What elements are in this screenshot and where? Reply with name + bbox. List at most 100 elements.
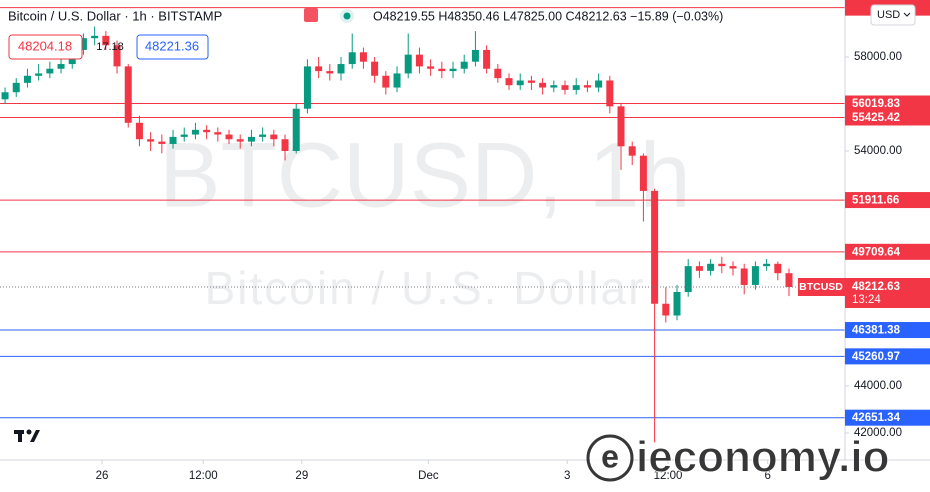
candle-body [550, 85, 558, 88]
brand-logo: e ieconomy.io [586, 432, 890, 482]
ohlc-legend: O48219.55 H48350.46 L47825.00 C48212.63 … [373, 9, 723, 23]
currency-caret [903, 12, 911, 17]
candle-body [180, 134, 188, 137]
currency-label[interactable]: USD [877, 9, 900, 21]
candle-body [79, 38, 87, 50]
candle-body [651, 190, 659, 304]
candle-body [281, 139, 289, 151]
candle-body [191, 129, 199, 135]
tv-logo [14, 429, 40, 442]
candle-body [572, 85, 580, 90]
candle-body [57, 64, 65, 69]
candle-body [46, 68, 54, 74]
candle-body [505, 78, 513, 86]
candle-body [595, 80, 603, 88]
candle-body [729, 266, 737, 269]
candle-body [371, 61, 379, 76]
watermark-symbol: BTCUSD, 1h [159, 124, 691, 226]
level-tag [845, 95, 930, 112]
symbol-tag [798, 277, 845, 296]
x-tick-label: 29 [295, 470, 308, 482]
sell-button[interactable] [8, 34, 83, 60]
flag-icon[interactable] [304, 8, 318, 22]
candle-body [707, 263, 715, 271]
watermark: BTCUSD, 1h Bitcoin / U.S. Dollar [159, 124, 691, 314]
level-tag-label: 49709.64 [852, 246, 901, 258]
candle-body [516, 80, 524, 86]
sell-price[interactable]: 48204.18 [18, 38, 72, 53]
level-tag-label: 46381.38 [852, 325, 901, 337]
candle-body [774, 263, 782, 274]
candle-body [427, 66, 435, 69]
level-tag [845, 109, 930, 126]
last-price-label: 48212.63 [852, 281, 900, 293]
candle-body [303, 66, 311, 109]
candle-body [561, 85, 569, 90]
logo-part [30, 430, 40, 442]
x-tick-label: 12:00 [654, 470, 683, 482]
candle-body [1, 92, 9, 100]
buy-button[interactable] [136, 34, 209, 60]
level-tag [845, 409, 930, 426]
candle-body [147, 139, 155, 142]
y-tick-label: 42000.00 [854, 427, 902, 439]
candle-body [763, 263, 771, 267]
candle-body [169, 136, 177, 144]
candle-body [270, 134, 278, 140]
candle-body [337, 64, 345, 74]
candle-body [247, 136, 255, 142]
candle-body [449, 68, 457, 72]
candle-body [718, 263, 726, 267]
spread: 17.18 [96, 41, 124, 53]
candle-body [583, 85, 591, 88]
candle-body [225, 134, 233, 140]
candle-body [628, 146, 636, 156]
brand-name: ieconomy.io [636, 433, 889, 482]
level-tag-label: 56019.83 [852, 98, 900, 110]
brand-circle [586, 434, 634, 482]
candle-body [35, 73, 43, 76]
y-tick-label: 54000.00 [854, 145, 902, 157]
candle-body [404, 54, 412, 74]
candle-body [393, 73, 401, 88]
level-tag [845, 348, 930, 365]
plot [0, 7, 845, 443]
brand-icon: e [601, 438, 619, 474]
chart-title: Bitcoin / U.S. Dollar · 1h · BITSTAMP [8, 8, 222, 23]
candle-body [527, 80, 535, 83]
x-tick-label: 26 [96, 470, 109, 482]
candle-body [348, 52, 356, 65]
x-tick-label: 12:00 [189, 470, 218, 482]
level-tag [845, 243, 930, 260]
x-tick-label: 6 [765, 470, 771, 482]
logo-part [18, 430, 22, 442]
watermark-name: Bitcoin / U.S. Dollar [205, 262, 646, 314]
currency-select[interactable] [870, 4, 916, 26]
logo-part [26, 429, 32, 435]
candle-body [12, 82, 20, 93]
level-tag-label: 42651.34 [852, 412, 901, 424]
candle-body [662, 303, 670, 316]
level-tag-label: 51911.66 [852, 195, 899, 207]
level-tag-label: 45260.97 [852, 351, 900, 363]
candle-body [415, 54, 423, 67]
candle-body [102, 35, 110, 46]
y-tick-label: 58000.00 [854, 51, 902, 63]
candle-body [91, 35, 99, 39]
candle-body [539, 82, 547, 88]
x-tick-label: Dec [418, 470, 439, 482]
candle-body [326, 71, 334, 74]
y-tick-label: 44000.00 [854, 380, 902, 392]
candle-body [606, 80, 614, 107]
candle-body [315, 66, 323, 72]
status-dot [343, 12, 351, 20]
candle-body [438, 68, 446, 72]
candle-body [785, 273, 793, 287]
candle-body [23, 75, 31, 83]
candle-body [292, 108, 300, 151]
x-tick-label: 3 [564, 470, 570, 482]
candle-body [673, 291, 681, 316]
candle-body [460, 61, 468, 69]
buy-price[interactable]: 48221.36 [145, 38, 199, 53]
